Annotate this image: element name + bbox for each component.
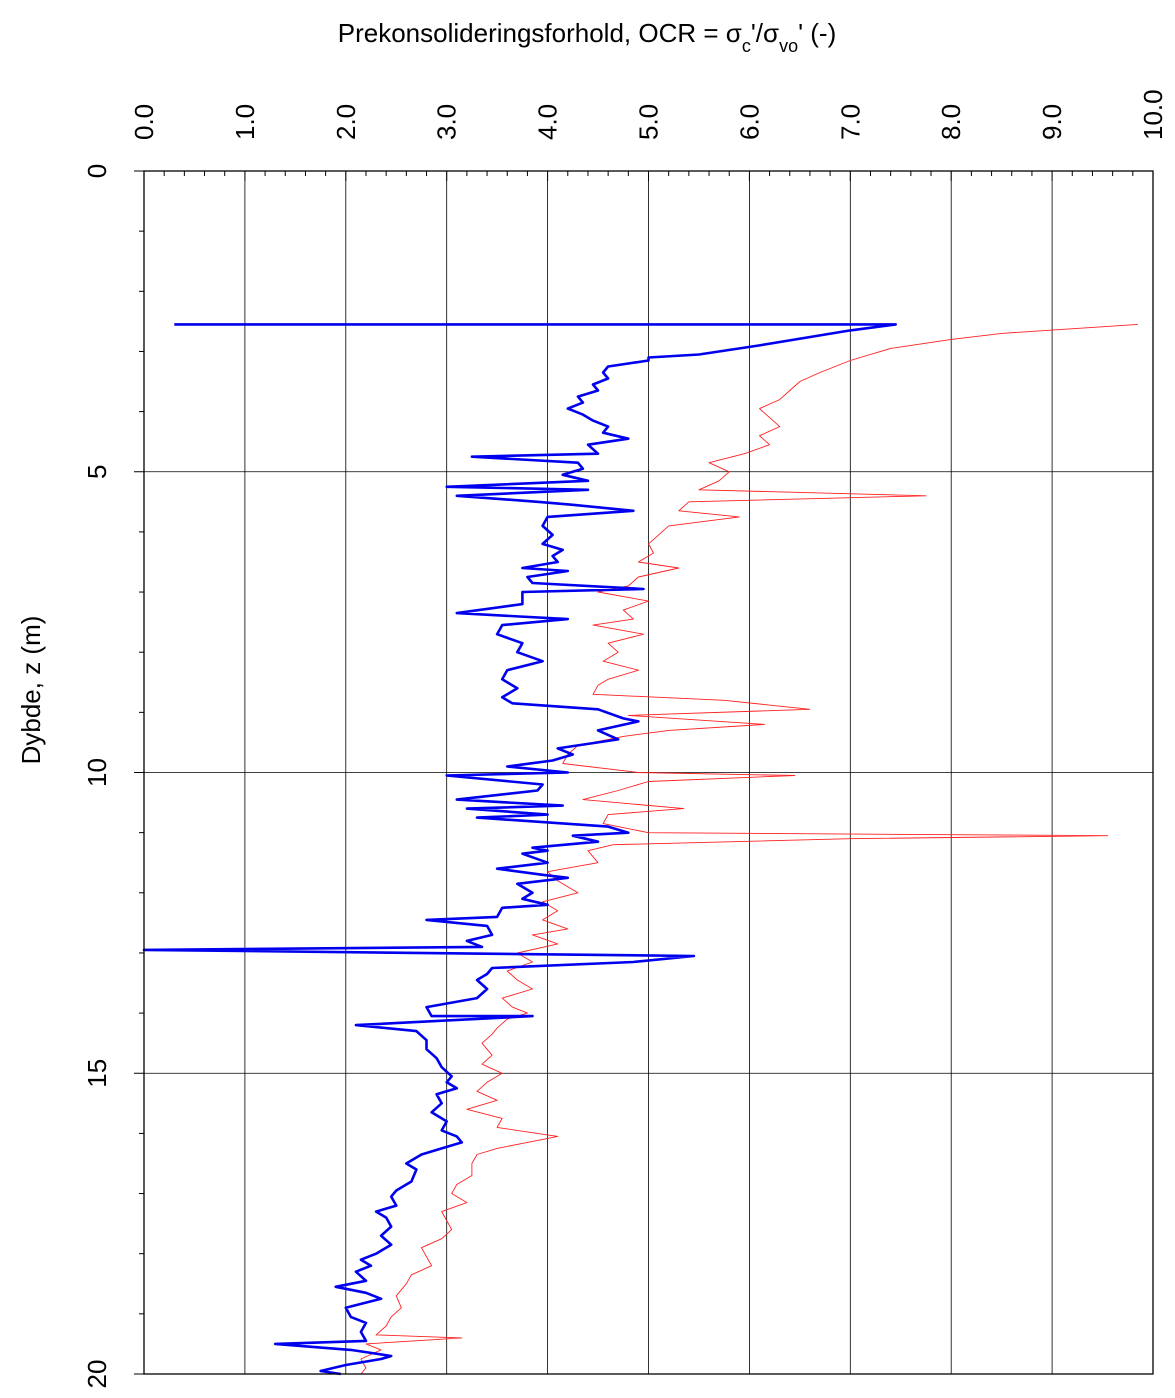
x-tick-label: 2.0	[331, 104, 361, 140]
x-tick-label: 1.0	[230, 104, 260, 140]
chart-title: Prekonsolideringsforhold, OCR = σc'/σvo'…	[338, 18, 837, 56]
ticks	[134, 170, 1154, 1375]
y-tick-label: 0	[82, 164, 112, 178]
x-tick-label: 6.0	[734, 104, 764, 140]
title-end: ' (-)	[798, 18, 836, 48]
x-tick-label: 10.0	[1138, 89, 1168, 140]
title-subscript-vo: vo	[779, 36, 798, 56]
title-subscript-c: c	[742, 36, 751, 56]
y-tick-label: 10	[82, 758, 112, 787]
y-tick-label: 15	[82, 1059, 112, 1088]
x-tick-label: 4.0	[533, 104, 563, 140]
tick-labels: 0.0 1.0 2.0 3.0 4.0 5.0 6.0 7.0 8.0 9.0 10.0 0 5 10 15…	[82, 89, 1168, 1388]
title-main: Prekonsolideringsforhold, OCR = σ	[338, 18, 742, 48]
x-tick-label: 0.0	[129, 104, 159, 140]
series-layer	[142, 323, 1138, 1376]
series-2-line	[360, 323, 1138, 1375]
x-tick-label: 7.0	[835, 104, 865, 140]
title-middle: '/σ	[751, 18, 779, 48]
x-tick-label: 8.0	[936, 104, 966, 140]
x-tick-label: 3.0	[432, 104, 462, 140]
x-tick-label: 5.0	[634, 104, 664, 140]
y-tick-label: 20	[82, 1360, 112, 1389]
series-1-line	[142, 323, 898, 1376]
x-tick-label: 9.0	[1037, 104, 1067, 140]
y-axis-title: Dybde, z (m)	[16, 616, 46, 765]
y-tick-label: 5	[82, 465, 112, 479]
